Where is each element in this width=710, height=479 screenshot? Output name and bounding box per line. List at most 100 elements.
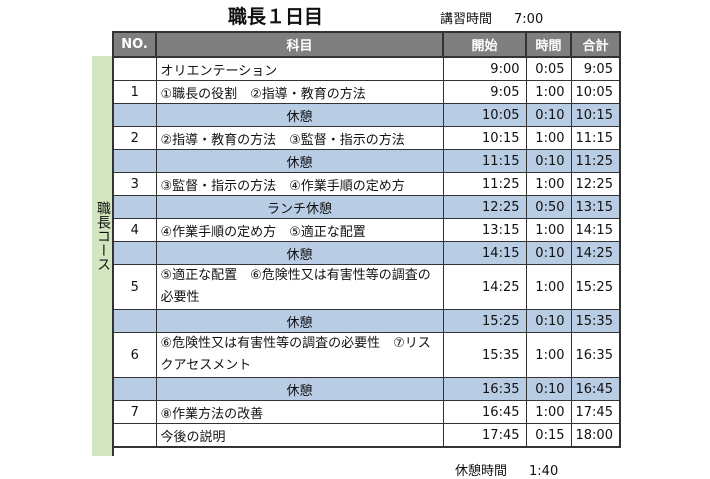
break-total-label: 休憩時間: [455, 464, 508, 479]
course-side-label: 職長コース: [92, 56, 114, 456]
cell-start: 14:15: [442, 241, 527, 265]
cell-start: 15:35: [442, 332, 527, 378]
header-duration: 時間: [525, 31, 572, 58]
cell-start: 12:25: [442, 195, 527, 219]
cell-no: [112, 309, 157, 333]
cell-end: 10:05: [570, 80, 621, 104]
table-row: 4 ④作業手順の定め方 ⑤適正な配置 13:15 1:00 14:15: [112, 218, 621, 242]
cell-subject: ④作業手順の定め方 ⑤適正な配置: [155, 218, 444, 242]
cell-start: 15:25: [442, 309, 527, 333]
table-row: 今後の説明 17:45 0:15 18:00: [112, 423, 621, 448]
break-total: 休憩時間 1:40: [455, 460, 580, 479]
cell-duration: 0:15: [525, 423, 572, 448]
cell-subject: 休憩: [155, 149, 444, 173]
break-row: 休憩 14:15 0:10 14:25: [112, 241, 621, 265]
cell-duration: 1:00: [525, 264, 572, 310]
cell-duration: 0:10: [525, 309, 572, 333]
cell-subject: オリエンテーション: [155, 56, 444, 81]
cell-duration: 0:10: [525, 103, 572, 127]
cell-end: 16:45: [570, 377, 621, 401]
cell-start: 11:25: [442, 172, 527, 196]
cell-no: [112, 103, 157, 127]
schedule-table: NO. 科目 開始 時間 合計 オリエンテーション 9:00 0:05 9:05 1 ①職…: [112, 31, 621, 448]
cell-duration: 0:10: [525, 241, 572, 265]
cell-start: 9:00: [442, 56, 527, 81]
cell-duration: 1:00: [525, 172, 572, 196]
table-row: 1 ①職長の役割 ②指導・教育の方法 9:05 1:00 10:05: [112, 80, 621, 104]
cell-no: [112, 56, 157, 81]
cell-end: 11:15: [570, 126, 621, 150]
header-end: 合計: [570, 31, 621, 58]
cell-no: 2: [112, 126, 157, 150]
break-total-value: 1:40: [529, 464, 559, 479]
cell-duration: 1:00: [525, 400, 572, 424]
cell-start: 17:45: [442, 423, 527, 448]
cell-subject: 休憩: [155, 241, 444, 265]
cell-end: 14:25: [570, 241, 621, 265]
table-header: NO. 科目 開始 時間 合計: [112, 31, 621, 58]
cell-duration: 1:00: [525, 126, 572, 150]
cell-end: 12:25: [570, 172, 621, 196]
cell-subject: 休憩: [155, 309, 444, 333]
table-row: 5 ⑤適正な配置 ⑥危険性又は有害性等の調査の必要性 14:25 1:00 15:25: [112, 264, 621, 310]
cell-subject: ⑤適正な配置 ⑥危険性又は有害性等の調査の必要性: [155, 264, 444, 310]
cell-start: 10:05: [442, 103, 527, 127]
cell-no: 7: [112, 400, 157, 424]
cell-end: 18:00: [570, 423, 621, 448]
header-subject: 科目: [155, 31, 444, 58]
cell-end: 11:25: [570, 149, 621, 173]
break-row: 休憩 15:25 0:10 15:35: [112, 309, 621, 333]
table-row: 7 ⑧作業方法の改善 16:45 1:00 17:45: [112, 400, 621, 424]
cell-start: 11:15: [442, 149, 527, 173]
table-row: 6 ⑥危険性又は有害性等の調査の必要性 ⑦リスクアセスメント 15:35 1:00 16…: [112, 332, 621, 378]
cell-end: 15:35: [570, 309, 621, 333]
cell-subject: ③監督・指示の方法 ④作業手順の定め方: [155, 172, 444, 196]
cell-no: 6: [112, 332, 157, 378]
cell-end: 9:05: [570, 56, 621, 81]
cell-no: [112, 195, 157, 219]
break-row: 休憩 10:05 0:10 10:15: [112, 103, 621, 127]
table-row: 3 ③監督・指示の方法 ④作業手順の定め方 11:25 1:00 12:25: [112, 172, 621, 196]
cell-subject: 休憩: [155, 377, 444, 401]
cell-start: 9:05: [442, 80, 527, 104]
cell-subject: ①職長の役割 ②指導・教育の方法: [155, 80, 444, 104]
cell-duration: 0:10: [525, 377, 572, 401]
cell-no: 5: [112, 264, 157, 310]
cell-end: 17:45: [570, 400, 621, 424]
cell-no: [112, 149, 157, 173]
cell-duration: 1:00: [525, 218, 572, 242]
table-row: 2 ②指導・教育の方法 ③監督・指示の方法 10:15 1:00 11:15: [112, 126, 621, 150]
cell-no: [112, 377, 157, 401]
course-side-text: 職長コース: [95, 201, 111, 271]
header-start: 開始: [442, 31, 527, 58]
cell-duration: 0:50: [525, 195, 572, 219]
cell-subject: 今後の説明: [155, 423, 444, 448]
cell-subject: ランチ休憩: [155, 195, 444, 219]
break-row: ランチ休憩 12:25 0:50 13:15: [112, 195, 621, 219]
cell-end: 10:15: [570, 103, 621, 127]
cell-subject: ⑧作業方法の改善: [155, 400, 444, 424]
cell-start: 14:25: [442, 264, 527, 310]
cell-duration: 0:05: [525, 56, 572, 81]
cell-no: 1: [112, 80, 157, 104]
cell-subject: 休憩: [155, 103, 444, 127]
cell-end: 13:15: [570, 195, 621, 219]
header-no: NO.: [112, 31, 157, 58]
cell-no: 4: [112, 218, 157, 242]
page-title: 職長１日目: [228, 6, 324, 28]
break-row: 休憩 16:35 0:10 16:45: [112, 377, 621, 401]
lecture-hours-label: 講習時間: [440, 12, 493, 27]
cell-subject: ⑥危険性又は有害性等の調査の必要性 ⑦リスクアセスメント: [155, 332, 444, 378]
cell-no: [112, 423, 157, 448]
break-row: 休憩 11:15 0:10 11:25: [112, 149, 621, 173]
cell-start: 13:15: [442, 218, 527, 242]
table-row: オリエンテーション 9:00 0:05 9:05: [112, 56, 621, 81]
cell-no: 3: [112, 172, 157, 196]
cell-no: [112, 241, 157, 265]
cell-duration: 1:00: [525, 80, 572, 104]
cell-start: 10:15: [442, 126, 527, 150]
cell-end: 15:25: [570, 264, 621, 310]
cell-subject: ②指導・教育の方法 ③監督・指示の方法: [155, 126, 444, 150]
cell-duration: 1:00: [525, 332, 572, 378]
lecture-hours: 講習時間 7:00: [440, 8, 565, 27]
